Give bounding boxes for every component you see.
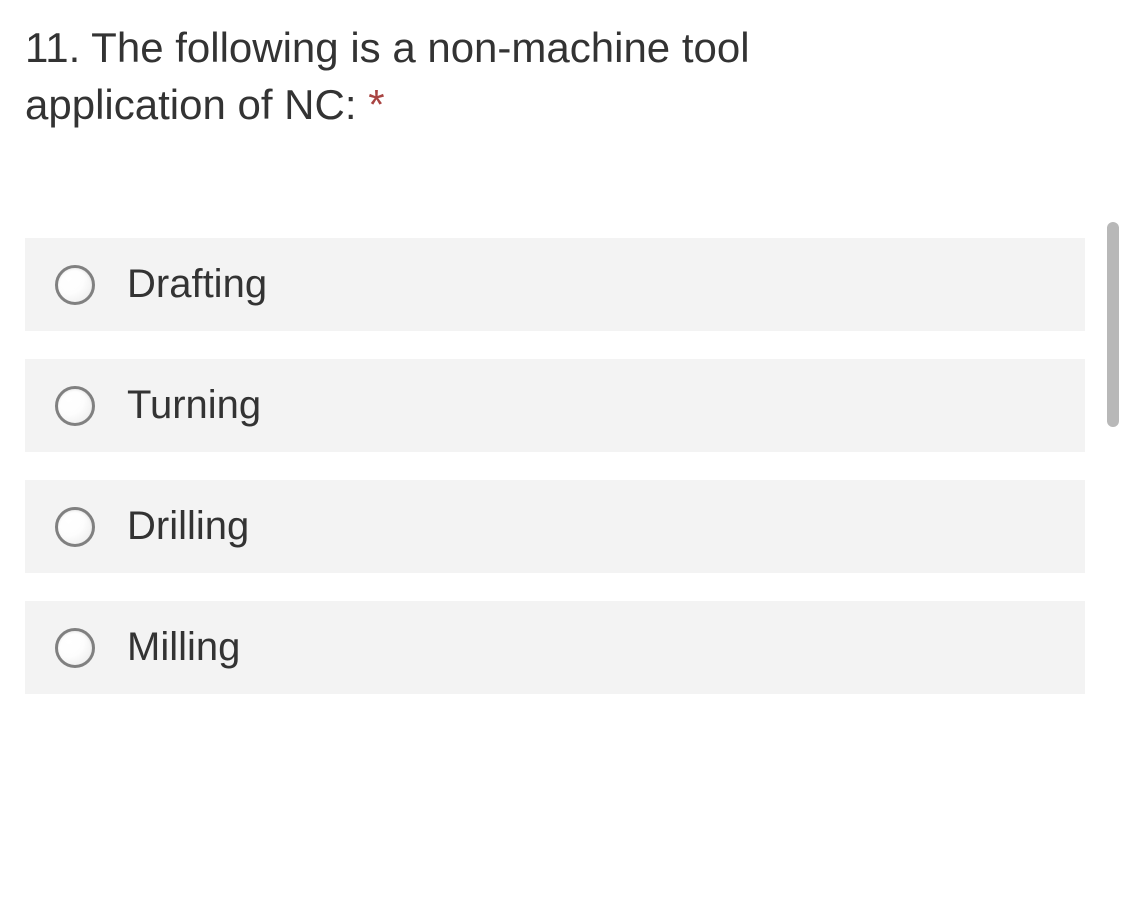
spacer — [25, 143, 1085, 238]
option-label: Drafting — [127, 262, 267, 307]
question-text: 11. The following is a non-machine tool … — [25, 20, 1085, 133]
radio-icon — [55, 507, 95, 547]
scrollbar-thumb[interactable] — [1107, 222, 1119, 427]
radio-icon — [55, 386, 95, 426]
question-line1: 11. The following is a non-machine tool — [25, 24, 750, 71]
options-container: Drafting Turning Drilling Milling — [25, 238, 1085, 694]
option-label: Drilling — [127, 504, 249, 549]
option-milling[interactable]: Milling — [25, 601, 1085, 694]
option-label: Milling — [127, 625, 240, 670]
option-drilling[interactable]: Drilling — [25, 480, 1085, 573]
option-label: Turning — [127, 383, 261, 428]
question-line2: application of NC: — [25, 81, 357, 128]
option-turning[interactable]: Turning — [25, 359, 1085, 452]
option-drafting[interactable]: Drafting — [25, 238, 1085, 331]
question-container: 11. The following is a non-machine tool … — [25, 20, 1085, 694]
radio-icon — [55, 265, 95, 305]
required-asterisk: * — [368, 81, 384, 128]
radio-icon — [55, 628, 95, 668]
